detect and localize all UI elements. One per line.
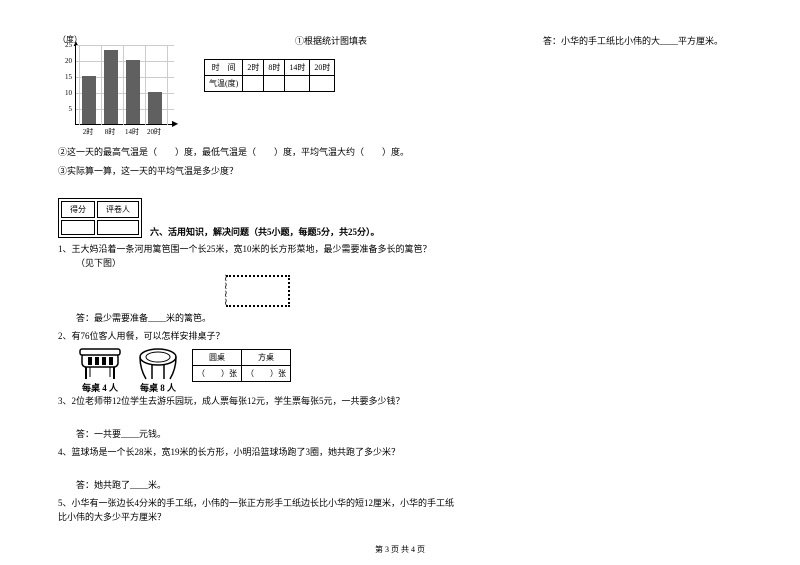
cell-2 (285, 76, 310, 92)
page-footer: 第 3 页 共 4 页 (0, 544, 800, 555)
x-tick-label: 20时 (147, 127, 161, 137)
q1: 1、王大妈沿着一条河用篱笆围一个长25米，宽10米的长方形菜地，最少需要准备多长… (58, 242, 458, 271)
th-c3: 20时 (310, 60, 335, 76)
chart-row: （度） ▲ ▶ 510152025 2时8时14时20时 ①根据统计图填表 时 … (58, 34, 458, 145)
q2-table: 圆桌方桌 （ ）张（ ）张 (192, 349, 291, 382)
y-tick-label: 15 (65, 73, 72, 81)
sq-label: 每桌 4 人 (76, 381, 124, 394)
q2-c2: （ ）张 (242, 366, 291, 382)
q2-h1: 圆桌 (193, 350, 242, 366)
th-c0: 2时 (243, 60, 264, 76)
q4: 4、篮球场是一个长28米，宽19米的长方形，小明沿篮球场跑了3圈，她共跑了多少米… (58, 445, 458, 459)
round-table-icon (134, 347, 182, 381)
chart-title-and-table: ①根据统计图填表 时 间 2时 8时 14时 20时 气温(度) (198, 34, 458, 92)
cell-3 (310, 76, 335, 92)
stmt2: ②这一天的最高气温是（ ）度，最低气温是（ ）度，平均气温大约（ ）度。 (58, 145, 458, 159)
x-tick-label: 14时 (125, 127, 139, 137)
square-table-icon-block: 每桌 4 人 (76, 347, 124, 394)
stmt3: ③实际算一算，这一天的平均气温是多少度？ (58, 164, 458, 178)
score-box: 得分评卷人 (58, 198, 142, 238)
q2-c1: （ ）张 (193, 366, 242, 382)
y-tick-label: 10 (65, 89, 72, 97)
th-time: 时 间 (205, 60, 243, 76)
round-table-icon-block: 每桌 8 人 (134, 347, 182, 394)
cell-1 (264, 76, 285, 92)
q3: 3、2位老师带12位学生去游乐园玩，成人票每张12元，学生票每张5元，一共要多少… (58, 394, 458, 408)
th-c1: 8时 (264, 60, 285, 76)
bar (148, 92, 162, 124)
q4-ans: 答：她共跑了____米。 (76, 478, 458, 492)
score-blank2 (97, 220, 139, 235)
y-tick-label: 20 (65, 57, 72, 65)
fence-diagram: ≀≀≀≀ (226, 275, 290, 307)
q2-figures: 每桌 4 人 每桌 8 人 圆桌方桌 （ ）张（ ）张 (76, 347, 458, 394)
th-c2: 14时 (285, 60, 310, 76)
score-blank1 (61, 220, 95, 235)
score-col1: 得分 (61, 201, 95, 218)
x-tick-label: 2时 (83, 127, 94, 137)
section6-title: 六、活用知识，解决问题（共5小题，每题5分，共25分）。 (150, 225, 380, 238)
q1-text-a: 1、王大妈沿着一条河用篱笆围一个长25米，宽10米的长方形菜地，最少需要准备多长… (58, 244, 432, 254)
q2: 2、有76位客人用餐，可以怎样安排桌子？ (58, 329, 458, 343)
chart-block: （度） ▲ ▶ 510152025 2时8时14时20时 (58, 34, 198, 145)
river-wave: ≀≀≀≀ (224, 275, 228, 307)
bar-chart: ▲ ▶ 510152025 2时8时14时20时 (58, 45, 178, 141)
rd-label: 每桌 8 人 (134, 381, 182, 394)
section6-header: 得分评卷人 六、活用知识，解决问题（共5小题，每题5分，共25分）。 (58, 198, 458, 238)
y-tick-label: 5 (69, 105, 73, 113)
cell-0 (243, 76, 264, 92)
bar (82, 76, 96, 124)
bar (104, 50, 118, 124)
bar (126, 60, 140, 124)
q5: 5、小华有一张边长4分米的手工纸，小伟的一张正方形手工纸边长比小华的短12厘米，… (58, 496, 458, 525)
x-tick-label: 8时 (105, 127, 116, 137)
right-ans: 答：小华的手工纸比小伟的大____平方厘米。 (543, 34, 743, 48)
square-table-icon (76, 347, 124, 381)
q3-ans: 答：一共要____元钱。 (76, 427, 458, 441)
score-col2: 评卷人 (97, 201, 139, 218)
q1-text-b: （见下图） (76, 258, 121, 268)
q2-h2: 方桌 (242, 350, 291, 366)
right-column: 答：小华的手工纸比小伟的大____平方厘米。 (543, 34, 743, 52)
chart-title: ①根据统计图填表 (204, 34, 458, 47)
data-table: 时 间 2时 8时 14时 20时 气温(度) (204, 59, 335, 92)
left-column: （度） ▲ ▶ 510152025 2时8时14时20时 ①根据统计图填表 时 … (58, 34, 458, 529)
page: （度） ▲ ▶ 510152025 2时8时14时20时 ①根据统计图填表 时 … (0, 0, 800, 565)
y-tick-label: 25 (65, 41, 72, 49)
th-temp: 气温(度) (205, 76, 243, 92)
q1-ans: 答：最少需要准备____米的篱笆。 (76, 311, 458, 325)
